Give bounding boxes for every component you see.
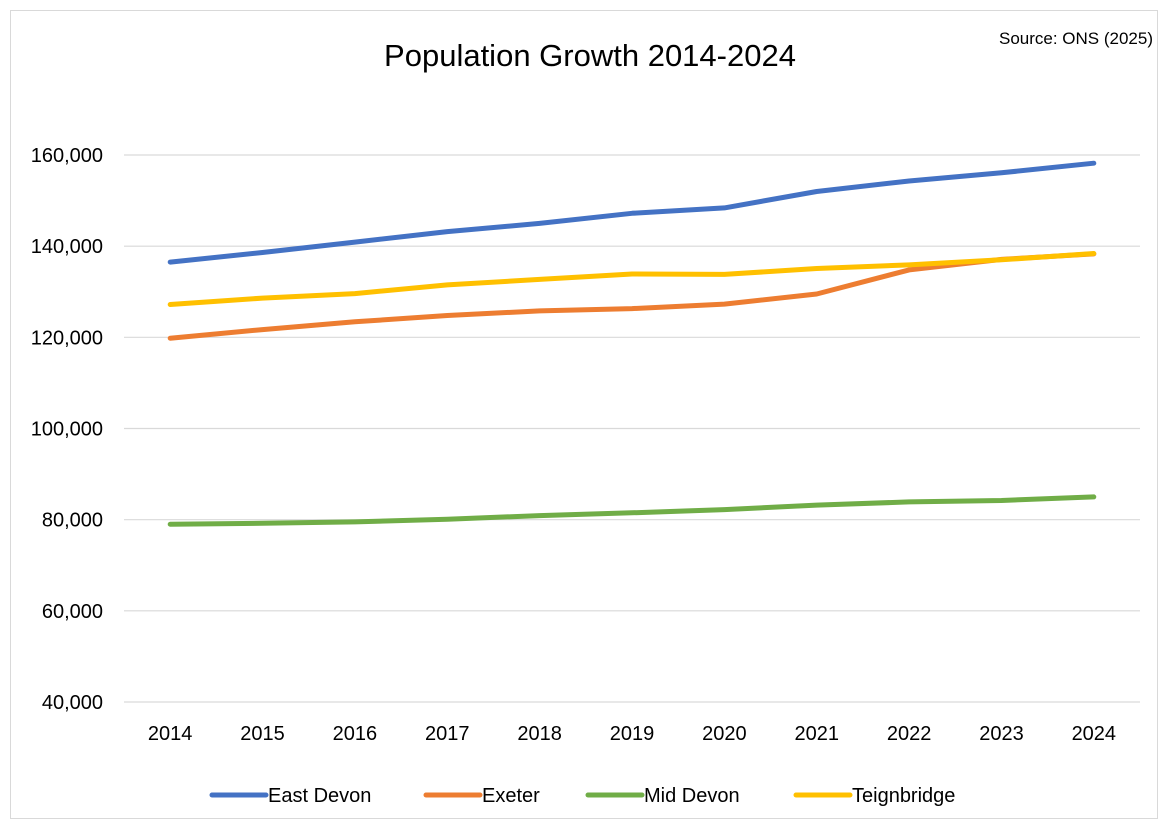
x-tick-label: 2024: [1072, 723, 1117, 745]
x-tick-label: 2016: [333, 723, 378, 745]
chart-title: Population Growth 2014-2024: [384, 38, 796, 73]
y-tick-label: 40,000: [42, 692, 103, 714]
series-line-east-devon: [167, 160, 1097, 265]
series-line-exeter: [167, 251, 1097, 341]
x-tick-label: 2023: [979, 723, 1024, 745]
series-line-mid-devon: [167, 494, 1097, 527]
y-tick-label: 100,000: [31, 419, 103, 441]
legend-label-east-devon: East Devon: [268, 785, 371, 807]
x-tick-label: 2017: [425, 723, 470, 745]
y-tick-label: 160,000: [31, 145, 103, 167]
y-axis-ticks: 40,000 60,000 80,000 100,000 120,000 140,000 1…: [31, 145, 103, 714]
series-line-teignbridge: [167, 251, 1097, 307]
x-tick-label: 2019: [610, 723, 655, 745]
series-lines: [167, 160, 1097, 527]
legend-label-exeter: Exeter: [482, 785, 540, 807]
x-tick-label: 2014: [148, 723, 193, 745]
y-tick-label: 120,000: [31, 327, 103, 349]
x-axis-ticks: 2014 2015 2016 2017 2018 2019 2020 2021 2022 2023…: [148, 723, 1116, 745]
x-tick-label: 2015: [240, 723, 285, 745]
y-tick-label: 80,000: [42, 510, 103, 532]
legend: East Devon Exeter Mid Devon Teignbridge: [209, 785, 955, 807]
y-tick-label: 60,000: [42, 601, 103, 623]
x-tick-label: 2022: [887, 723, 932, 745]
source-note: Source: ONS (2025): [999, 29, 1153, 48]
gridlines: [124, 154, 1140, 703]
legend-label-mid-devon: Mid Devon: [644, 785, 740, 807]
chart-frame: [10, 10, 1158, 819]
x-tick-label: 2021: [794, 723, 839, 745]
legend-label-teignbridge: Teignbridge: [852, 785, 955, 807]
x-tick-label: 2018: [517, 723, 562, 745]
x-tick-label: 2020: [702, 723, 747, 745]
y-tick-label: 140,000: [31, 236, 103, 258]
